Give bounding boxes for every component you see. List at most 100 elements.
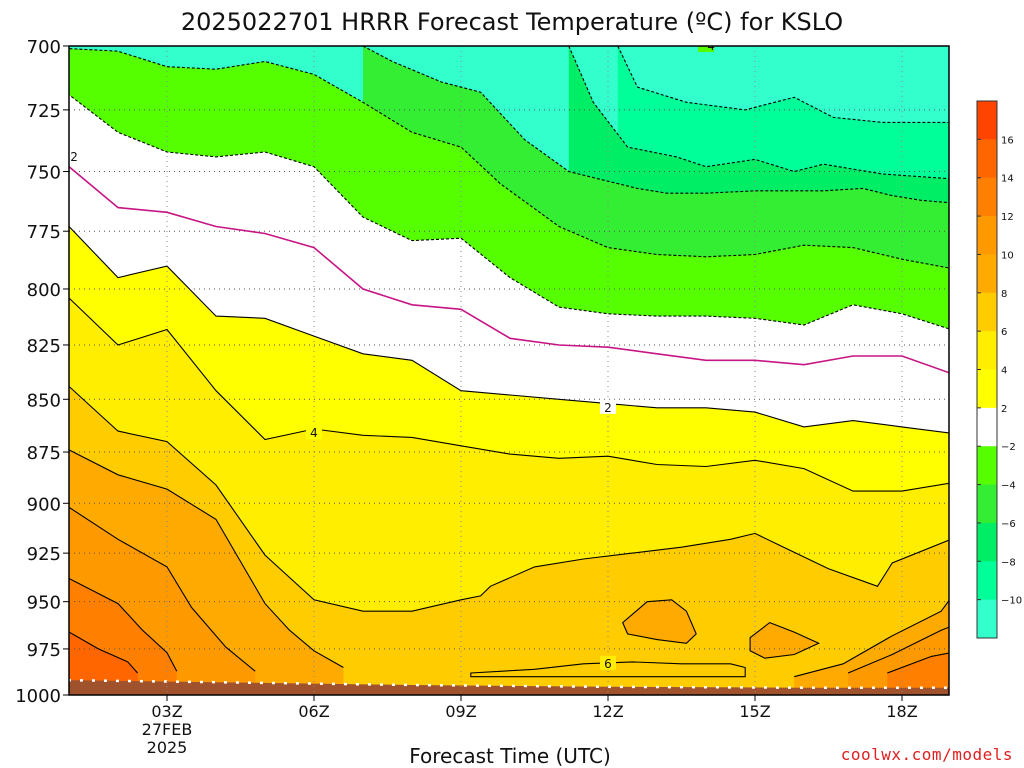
x-axis-ticks: 03Z 27FEB 2025 06Z 09Z 12Z 15Z 18Z bbox=[142, 695, 918, 757]
contour-line-8-11 bbox=[622, 599, 697, 644]
y-tick-label-900: 900 bbox=[27, 494, 61, 515]
contour-line-10-14 bbox=[69, 506, 256, 672]
colorbar-band--8-to--6 bbox=[977, 522, 997, 562]
colorbar-label-12: 12 bbox=[1001, 212, 1014, 223]
contour-line-10-15 bbox=[847, 626, 949, 674]
colorbar-label--8: −8 bbox=[1001, 557, 1016, 568]
colorbar-label-10: 10 bbox=[1001, 250, 1014, 261]
x-tick-line: 09Z bbox=[445, 702, 476, 721]
contour-label-4: 4 bbox=[310, 426, 318, 440]
band-fill-12 bbox=[887, 653, 949, 695]
contour-label-bg-4 bbox=[306, 425, 322, 440]
contour-line--2-4 bbox=[69, 94, 949, 330]
credit-link[interactable]: coolwx.com/models bbox=[841, 745, 1013, 764]
x-tick-label-15Z: 15Z bbox=[739, 702, 770, 721]
contour-label-bg--4 bbox=[698, 46, 714, 52]
x-tick-line: 18Z bbox=[886, 702, 917, 721]
contour-label-bg--2 bbox=[69, 148, 77, 163]
y-tick-label-800: 800 bbox=[27, 280, 61, 301]
x-tick-label-03Z: 03Z 27FEB 2025 bbox=[142, 702, 193, 757]
contour-line-4-7 bbox=[69, 297, 949, 492]
contour-line--10-0 bbox=[617, 46, 949, 123]
y-tick-label-850: 850 bbox=[27, 390, 61, 411]
contour-label--4: −4 bbox=[697, 39, 715, 53]
x-tick-line: 06Z bbox=[298, 702, 329, 721]
colorbar-band-14-to-16 bbox=[977, 139, 997, 179]
contour-label-bg-6 bbox=[600, 655, 616, 670]
temperature-fill-bands bbox=[69, 46, 949, 695]
contour-labels: −4 −2 0 2 4 6 bbox=[12, 39, 715, 671]
contour-line--6-2 bbox=[362, 46, 949, 204]
x-tick-label-12Z: 12Z bbox=[592, 702, 623, 721]
colorbar-band--12-to--10 bbox=[977, 599, 997, 639]
x-tick-label-18Z: 18Z bbox=[886, 702, 917, 721]
band-fill-6 bbox=[69, 386, 949, 695]
y-tick-label-975: 975 bbox=[27, 640, 61, 661]
contour-line-12-17 bbox=[887, 652, 949, 674]
x-tick-line: 12Z bbox=[592, 702, 623, 721]
colorbar-legend: 16 14 12 10 8 6 4 2 −2 −4 −6 −8 −10 bbox=[976, 100, 1022, 639]
colorbar-label--10: −10 bbox=[1001, 596, 1022, 607]
contour-line-6-9 bbox=[470, 661, 746, 678]
colorbar-label--4: −4 bbox=[1001, 481, 1016, 492]
band-pocket-8 bbox=[622, 599, 697, 644]
colorbar-band-8-to-10 bbox=[977, 254, 997, 294]
contour-line-0-5 bbox=[69, 165, 949, 374]
x-tick-line: 2025 bbox=[147, 738, 188, 757]
x-axis-title: Forecast Time (UTC) bbox=[409, 744, 611, 768]
plot-area: −4 −2 0 2 4 6 bbox=[12, 39, 949, 695]
colorbar-band--4-to--2 bbox=[977, 446, 997, 486]
contour-label-bg-0 bbox=[12, 207, 28, 221]
y-tick-label-750: 750 bbox=[27, 163, 61, 184]
chart-title: 2025022701 HRRR Forecast Temperature (ºC… bbox=[181, 8, 843, 36]
colorbar-band-16-to-18 bbox=[977, 101, 997, 140]
x-tick-line: 27FEB bbox=[142, 720, 193, 739]
grid-lines bbox=[69, 46, 949, 695]
contour-line-12-16 bbox=[69, 577, 178, 672]
plot-frame bbox=[68, 45, 950, 696]
colorbar-label-6: 6 bbox=[1001, 327, 1007, 338]
colorbar-band-10-to-12 bbox=[977, 216, 997, 255]
y-tick-label-775: 775 bbox=[27, 222, 61, 243]
contour-line-14-18 bbox=[69, 631, 139, 674]
ground-layer bbox=[69, 678, 949, 695]
colorbar-band-2-to-4 bbox=[977, 369, 997, 409]
band-fill-14 bbox=[69, 632, 138, 695]
colorbar-label-4: 4 bbox=[1001, 366, 1007, 377]
colorbar-band--10-to--8 bbox=[977, 561, 997, 601]
y-tick-label-725: 725 bbox=[27, 101, 61, 122]
contour-label-6: 6 bbox=[604, 657, 612, 671]
ground-fill bbox=[69, 680, 949, 695]
y-tick-label-925: 925 bbox=[27, 544, 61, 565]
band-pocket-8 bbox=[750, 622, 819, 659]
contour-lines bbox=[69, 46, 949, 678]
colorbar-label-16: 16 bbox=[1001, 135, 1014, 146]
y-tick-label-1000: 1000 bbox=[15, 686, 61, 707]
contour-line-6-8 bbox=[69, 385, 949, 612]
y-axis-ticks: 700 725 750 775 800 825 850 875 900 925 950 975 1000 bbox=[15, 37, 69, 707]
colorbar-label--6: −6 bbox=[1001, 519, 1016, 530]
contour-line-2-6 bbox=[69, 225, 949, 434]
colorbar-band-12-to-14 bbox=[977, 177, 997, 217]
contour-line-8-13 bbox=[794, 599, 949, 678]
y-tick-label-875: 875 bbox=[27, 443, 61, 464]
colorbar-label--2: −2 bbox=[1001, 442, 1016, 453]
contour-label--2: −2 bbox=[60, 150, 78, 164]
y-tick-label-950: 950 bbox=[27, 593, 61, 614]
contour-label-2: 2 bbox=[604, 401, 612, 415]
contour-line-8-10 bbox=[69, 449, 344, 668]
colorbar-label-8: 8 bbox=[1001, 289, 1007, 300]
contour-line--4-3 bbox=[69, 48, 949, 269]
colorbar-band-6-to-8 bbox=[977, 292, 997, 332]
x-tick-label-09Z: 09Z bbox=[445, 702, 476, 721]
contour-line-8-12 bbox=[749, 621, 821, 659]
x-tick-line: 15Z bbox=[739, 702, 770, 721]
y-tick-label-700: 700 bbox=[27, 37, 61, 58]
contour-label-bg-2 bbox=[600, 399, 616, 414]
y-tick-label-825: 825 bbox=[27, 336, 61, 357]
colorbar-band--2-to-2 bbox=[977, 407, 997, 447]
colorbar-band--6-to--4 bbox=[977, 484, 997, 524]
colorbar-band-4-to-6 bbox=[977, 331, 997, 370]
colorbar-label-2: 2 bbox=[1001, 404, 1007, 415]
